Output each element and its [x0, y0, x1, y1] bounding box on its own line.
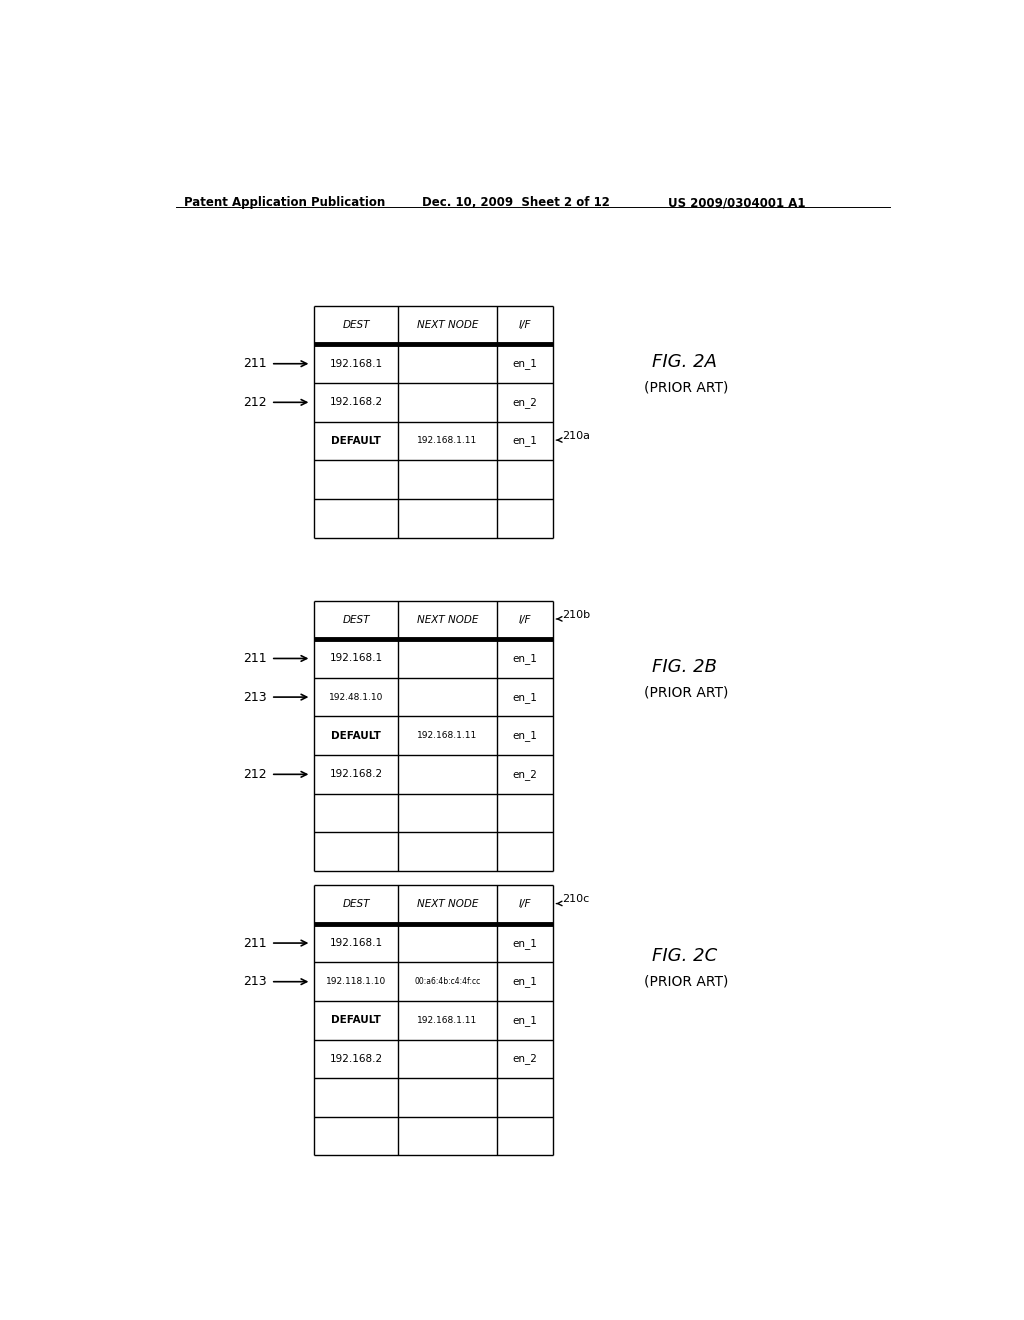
Text: (PRIOR ART): (PRIOR ART) — [644, 974, 728, 989]
Text: US 2009/0304001 A1: US 2009/0304001 A1 — [668, 195, 805, 209]
Text: DEST: DEST — [342, 899, 370, 909]
Text: 192.168.1.11: 192.168.1.11 — [418, 437, 477, 445]
Text: FIG. 2C: FIG. 2C — [652, 948, 717, 965]
Text: 211: 211 — [244, 937, 267, 949]
Text: en_1: en_1 — [512, 1015, 538, 1026]
Text: 192.48.1.10: 192.48.1.10 — [329, 693, 383, 702]
Text: en_1: en_1 — [512, 692, 538, 702]
Text: NEXT NODE: NEXT NODE — [417, 319, 478, 330]
Text: en_1: en_1 — [512, 436, 538, 446]
Text: NEXT NODE: NEXT NODE — [417, 899, 478, 909]
Text: DEST: DEST — [342, 615, 370, 624]
Text: (PRIOR ART): (PRIOR ART) — [644, 380, 728, 395]
Text: 00:a6:4b:c4:4f:cc: 00:a6:4b:c4:4f:cc — [415, 977, 480, 986]
Text: en_2: en_2 — [512, 397, 538, 408]
Text: 211: 211 — [244, 652, 267, 665]
Text: 192.168.1: 192.168.1 — [330, 939, 383, 948]
Text: DEFAULT: DEFAULT — [331, 436, 381, 446]
Text: 192.168.1.11: 192.168.1.11 — [418, 1016, 477, 1024]
Text: 212: 212 — [244, 768, 267, 781]
Text: Dec. 10, 2009  Sheet 2 of 12: Dec. 10, 2009 Sheet 2 of 12 — [422, 195, 609, 209]
Text: DEST: DEST — [342, 319, 370, 330]
Text: 211: 211 — [244, 358, 267, 370]
Text: FIG. 2B: FIG. 2B — [652, 657, 717, 676]
Text: (PRIOR ART): (PRIOR ART) — [644, 685, 728, 700]
Text: 213: 213 — [244, 975, 267, 989]
Text: en_1: en_1 — [512, 358, 538, 370]
Text: 210c: 210c — [562, 895, 590, 904]
Text: en_1: en_1 — [512, 730, 538, 741]
Text: I/F: I/F — [518, 899, 531, 909]
Text: DEFAULT: DEFAULT — [331, 1015, 381, 1026]
Text: FIG. 2A: FIG. 2A — [652, 352, 717, 371]
Text: 192.168.2: 192.168.2 — [330, 397, 383, 408]
Text: 192.168.1: 192.168.1 — [330, 653, 383, 664]
Text: DEFAULT: DEFAULT — [331, 731, 381, 741]
Text: en_2: en_2 — [512, 1053, 538, 1064]
Text: 192.168.2: 192.168.2 — [330, 1053, 383, 1064]
Text: en_1: en_1 — [512, 977, 538, 987]
Text: 212: 212 — [244, 396, 267, 409]
Text: en_1: en_1 — [512, 653, 538, 664]
Text: 210a: 210a — [562, 430, 590, 441]
Text: Patent Application Publication: Patent Application Publication — [183, 195, 385, 209]
Text: I/F: I/F — [518, 319, 531, 330]
Text: 210b: 210b — [562, 610, 590, 620]
Text: NEXT NODE: NEXT NODE — [417, 615, 478, 624]
Text: 192.118.1.10: 192.118.1.10 — [326, 977, 386, 986]
Text: 192.168.1.11: 192.168.1.11 — [418, 731, 477, 741]
Text: en_2: en_2 — [512, 768, 538, 780]
Text: 192.168.2: 192.168.2 — [330, 770, 383, 779]
Text: 213: 213 — [244, 690, 267, 704]
Text: 192.168.1: 192.168.1 — [330, 359, 383, 368]
Text: I/F: I/F — [518, 615, 531, 624]
Text: en_1: en_1 — [512, 937, 538, 949]
